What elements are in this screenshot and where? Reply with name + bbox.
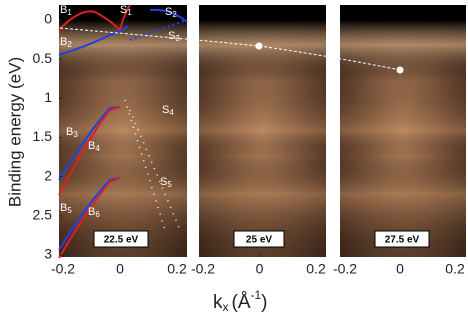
y-tick-label: 2.5 xyxy=(33,207,53,223)
y-tick-label: 0.5 xyxy=(33,50,53,66)
band-letter: S xyxy=(160,176,167,188)
x-tick-label: 0 xyxy=(116,261,124,277)
x-label-close: ) xyxy=(261,292,267,313)
band-sub: 5 xyxy=(67,206,72,215)
x-label-sup: -1 xyxy=(251,288,262,302)
band-label: S2 xyxy=(165,6,177,19)
band-letter: B xyxy=(60,36,67,48)
band-line xyxy=(149,8,188,23)
band-letter: B xyxy=(60,4,67,16)
label-box xyxy=(93,230,149,248)
x-tick-label: -0.2 xyxy=(333,261,357,277)
y-tick-label: 2 xyxy=(44,167,52,183)
band-letter: B xyxy=(88,140,95,152)
x-label-sub: x xyxy=(223,300,229,314)
x-label-base: k xyxy=(213,292,223,313)
photon-energy: 22.5 eV xyxy=(104,235,139,246)
y-axis-label: Binding energy (eV) xyxy=(5,57,24,207)
arpes-image-overlay xyxy=(199,5,326,257)
band-sub: 4 xyxy=(95,144,100,153)
arpes-image-overlay xyxy=(340,5,466,257)
x-axis-label: kx (Å-1) xyxy=(213,288,268,314)
band-label: S3 xyxy=(168,30,180,43)
label-box xyxy=(374,230,430,248)
band-label: S4 xyxy=(162,104,174,117)
band-letter: S xyxy=(120,4,127,16)
x-tick-label: 0.2 xyxy=(306,261,326,277)
band-line xyxy=(58,25,129,56)
label-box xyxy=(233,230,285,248)
x-tick-label: -0.2 xyxy=(51,261,75,277)
photon-energy: 27.5 eV xyxy=(385,235,420,246)
band-letter: B xyxy=(60,202,67,214)
band-letter: B xyxy=(66,126,73,138)
band-line xyxy=(58,177,121,259)
band-label: S1 xyxy=(120,4,132,17)
band-line xyxy=(58,4,131,32)
band-sub: 4 xyxy=(169,108,174,117)
band-letter: B xyxy=(88,206,95,218)
x-tick-label: -0.2 xyxy=(191,261,215,277)
y-tick-label: 0 xyxy=(44,11,52,27)
photon-energy: 25 eV xyxy=(246,235,272,246)
x-tick-label: 0 xyxy=(256,261,264,277)
y-tick-label: 1 xyxy=(44,89,52,105)
band-sub: 2 xyxy=(172,10,177,19)
x-tick-label: 0.2 xyxy=(445,261,465,277)
band-label: B4 xyxy=(88,140,100,153)
band-label: B6 xyxy=(88,206,100,219)
band-line xyxy=(58,177,121,251)
band-sub: 1 xyxy=(127,8,132,17)
band-line xyxy=(129,19,188,41)
band-sub: 1 xyxy=(67,8,72,17)
band-label: B3 xyxy=(66,126,78,139)
band-line xyxy=(58,106,121,181)
x-tick-label: 0 xyxy=(396,261,404,277)
band-line xyxy=(129,109,181,231)
band-sub: 3 xyxy=(175,34,180,43)
band-label: B5 xyxy=(60,202,72,215)
band-overlays xyxy=(58,4,188,259)
point xyxy=(396,66,404,74)
dispersion-line xyxy=(59,27,401,71)
x-label-open: (Å xyxy=(232,292,251,313)
band-sub: 2 xyxy=(67,40,72,49)
band-letter: S xyxy=(168,30,175,42)
band-sub: 3 xyxy=(73,130,78,139)
y-tick-label: 1.5 xyxy=(33,128,53,144)
band-label: S5 xyxy=(160,176,172,189)
band-label: B2 xyxy=(60,36,72,49)
band-sub: 5 xyxy=(167,180,172,189)
point xyxy=(255,42,263,50)
band-letter: S xyxy=(162,104,169,116)
y-tick-label: 3 xyxy=(44,246,52,262)
panel-images xyxy=(59,5,466,257)
x-tick-label: 0.2 xyxy=(167,261,187,277)
band-label: B1 xyxy=(60,4,72,17)
band-line xyxy=(58,106,121,196)
band-sub: 6 xyxy=(95,210,100,219)
band-letter: S xyxy=(165,6,172,18)
